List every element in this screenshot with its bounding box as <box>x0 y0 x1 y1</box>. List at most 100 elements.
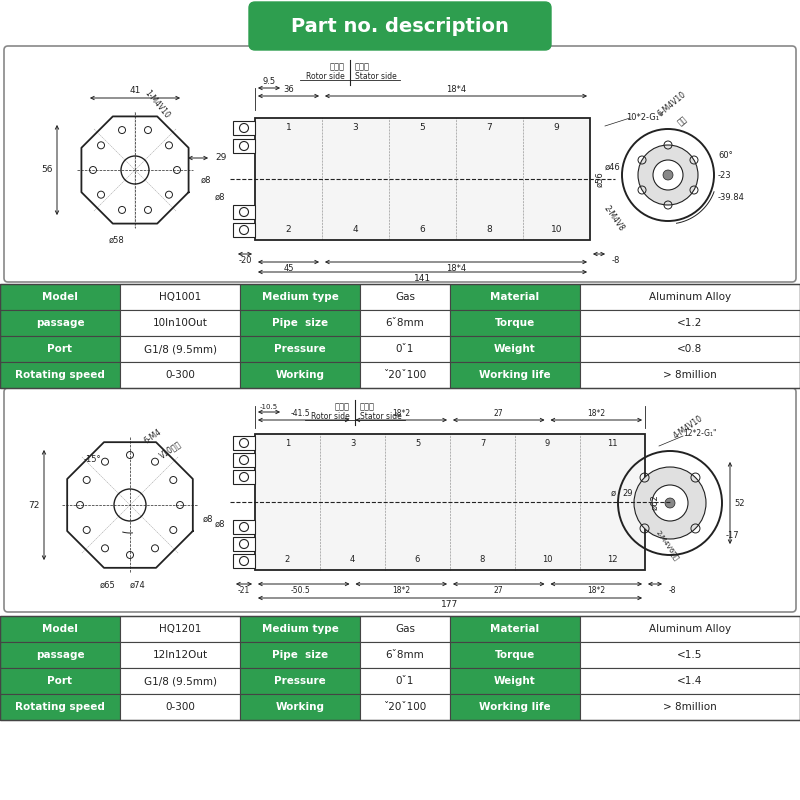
Text: 0ˇ1: 0ˇ1 <box>396 676 414 686</box>
Text: HQ1201: HQ1201 <box>159 624 201 634</box>
Text: Port: Port <box>47 344 73 354</box>
Text: 1: 1 <box>285 439 290 449</box>
Bar <box>0 694 120 720</box>
Text: 9: 9 <box>545 439 550 449</box>
Text: Torque: Torque <box>495 318 535 328</box>
Text: 6: 6 <box>415 555 420 565</box>
Text: ˇ20ˇ100: ˇ20ˇ100 <box>383 370 426 380</box>
Bar <box>450 310 580 336</box>
Text: 均布: 均布 <box>676 114 689 127</box>
Text: 2-M4V8: 2-M4V8 <box>602 203 626 233</box>
Bar <box>0 616 120 642</box>
Bar <box>450 284 580 310</box>
Text: 8: 8 <box>480 555 485 565</box>
Bar <box>120 362 240 388</box>
Text: <1.2: <1.2 <box>678 318 702 328</box>
Text: Working: Working <box>275 702 325 712</box>
Text: 0ˇ1: 0ˇ1 <box>396 344 414 354</box>
Text: Weight: Weight <box>494 344 536 354</box>
Bar <box>233 520 255 534</box>
Text: 27: 27 <box>494 586 503 595</box>
Text: 9: 9 <box>554 123 559 133</box>
Text: 5: 5 <box>420 123 426 133</box>
Text: 27: 27 <box>494 409 503 418</box>
Text: ø58: ø58 <box>109 236 125 245</box>
Text: Working: Working <box>275 370 325 380</box>
Text: 10In10Out: 10In10Out <box>153 318 207 328</box>
Bar <box>0 310 120 336</box>
Text: 10: 10 <box>542 555 553 565</box>
Text: G1/8 (9.5mm): G1/8 (9.5mm) <box>143 676 217 686</box>
Bar <box>240 642 360 668</box>
Text: -8: -8 <box>612 256 620 265</box>
Bar <box>233 470 255 484</box>
Text: 18*2: 18*2 <box>392 586 410 595</box>
Bar <box>580 310 800 336</box>
Text: 11: 11 <box>607 439 618 449</box>
Text: ø: ø <box>611 489 616 498</box>
Text: 141: 141 <box>414 274 431 283</box>
Bar <box>233 537 255 551</box>
Bar <box>450 642 580 668</box>
Text: Medium type: Medium type <box>262 292 338 302</box>
Bar <box>450 694 580 720</box>
Text: passage: passage <box>36 318 84 328</box>
Text: -39.84: -39.84 <box>718 193 745 202</box>
Text: 3: 3 <box>350 439 355 449</box>
Bar <box>360 362 450 388</box>
Text: 4: 4 <box>350 555 355 565</box>
Text: Rotor side: Rotor side <box>311 412 350 421</box>
Bar <box>0 642 120 668</box>
Text: ø74: ø74 <box>130 581 146 590</box>
Text: 29: 29 <box>215 154 226 162</box>
Text: -41.5: -41.5 <box>290 409 310 418</box>
Text: 0-300: 0-300 <box>165 370 195 380</box>
Bar <box>450 336 580 362</box>
Text: 定子端: 定子端 <box>355 62 370 71</box>
Text: ø8: ø8 <box>203 514 214 523</box>
FancyBboxPatch shape <box>4 46 796 282</box>
Text: V10均布: V10均布 <box>158 439 183 460</box>
Text: Working life: Working life <box>479 702 551 712</box>
Text: 1: 1 <box>286 123 291 133</box>
Text: 1-M4V10: 1-M4V10 <box>143 88 172 120</box>
Bar <box>233 453 255 467</box>
Text: -21: -21 <box>238 586 250 595</box>
Text: 5: 5 <box>415 439 420 449</box>
Bar <box>120 310 240 336</box>
Text: 72: 72 <box>29 501 40 510</box>
Text: <1.5: <1.5 <box>678 650 702 660</box>
Bar <box>360 336 450 362</box>
Text: Stator side: Stator side <box>360 412 402 421</box>
Bar <box>0 668 120 694</box>
Bar <box>0 616 800 720</box>
Text: ø8: ø8 <box>214 519 225 529</box>
Bar <box>360 642 450 668</box>
Text: 12*2-G₁": 12*2-G₁" <box>683 429 717 438</box>
Text: Model: Model <box>42 292 78 302</box>
Bar <box>240 362 360 388</box>
Text: 18*2: 18*2 <box>392 409 410 418</box>
Bar <box>255 118 590 240</box>
Text: 12: 12 <box>607 555 618 565</box>
Text: 7: 7 <box>486 123 492 133</box>
Text: Medium type: Medium type <box>262 624 338 634</box>
Text: > 8million: > 8million <box>663 702 717 712</box>
Bar <box>255 434 645 570</box>
Text: -10.5: -10.5 <box>260 404 278 410</box>
Bar <box>580 642 800 668</box>
Text: 7: 7 <box>480 439 485 449</box>
Text: HQ1001: HQ1001 <box>159 292 201 302</box>
Bar <box>580 284 800 310</box>
Bar <box>240 694 360 720</box>
Text: 41: 41 <box>130 86 141 95</box>
Bar <box>580 616 800 642</box>
Bar <box>0 362 120 388</box>
Text: Material: Material <box>490 292 539 302</box>
Bar <box>450 362 580 388</box>
Text: Rotating speed: Rotating speed <box>15 702 105 712</box>
Bar <box>0 284 800 388</box>
Bar <box>360 694 450 720</box>
Text: passage: passage <box>36 650 84 660</box>
Text: 45: 45 <box>283 264 294 273</box>
